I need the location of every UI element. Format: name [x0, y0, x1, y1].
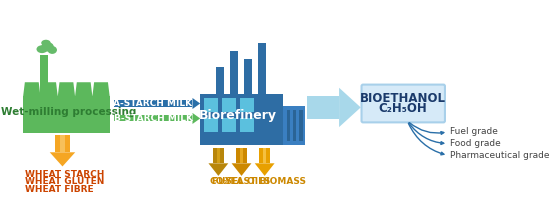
- Ellipse shape: [41, 40, 51, 46]
- Polygon shape: [192, 98, 200, 109]
- Bar: [204, 98, 218, 112]
- Bar: [60, 135, 65, 152]
- Text: Biorefinery: Biorefinery: [199, 109, 277, 122]
- Bar: [204, 118, 218, 132]
- Bar: [56, 135, 60, 152]
- Bar: [240, 148, 243, 163]
- Bar: [240, 98, 255, 112]
- Text: WHEAT GLUTEN: WHEAT GLUTEN: [25, 177, 104, 186]
- Bar: [65, 135, 69, 152]
- Bar: [200, 94, 283, 145]
- Bar: [259, 148, 263, 163]
- Bar: [114, 115, 192, 121]
- Bar: [222, 98, 236, 112]
- Bar: [263, 148, 267, 163]
- Bar: [240, 118, 255, 132]
- Text: Food grade: Food grade: [450, 139, 501, 148]
- Bar: [307, 96, 339, 119]
- Bar: [230, 51, 238, 94]
- Text: CO₂: CO₂: [209, 177, 228, 186]
- Polygon shape: [192, 113, 200, 124]
- Polygon shape: [23, 82, 109, 96]
- Ellipse shape: [47, 46, 57, 54]
- Bar: [23, 96, 109, 133]
- Bar: [283, 106, 305, 145]
- Ellipse shape: [36, 45, 47, 53]
- Polygon shape: [208, 163, 228, 176]
- Bar: [220, 148, 224, 163]
- Bar: [299, 110, 303, 141]
- Text: B-STARCH MILK: B-STARCH MILK: [113, 114, 192, 123]
- Bar: [114, 100, 192, 107]
- Text: A-STARCH MILK: A-STARCH MILK: [113, 99, 192, 108]
- Bar: [217, 148, 220, 163]
- Bar: [243, 148, 247, 163]
- Bar: [236, 148, 240, 163]
- Polygon shape: [50, 152, 75, 167]
- Bar: [287, 110, 290, 141]
- Polygon shape: [255, 163, 274, 176]
- Bar: [258, 43, 266, 94]
- Text: YEAST BIOMASS: YEAST BIOMASS: [224, 177, 306, 186]
- Bar: [213, 148, 217, 163]
- Polygon shape: [339, 88, 361, 127]
- Text: Pharmaceutical grade: Pharmaceutical grade: [450, 151, 550, 160]
- Bar: [222, 118, 236, 132]
- Text: Fuel grade: Fuel grade: [450, 127, 498, 136]
- Text: WHEAT STARCH: WHEAT STARCH: [25, 170, 104, 179]
- Text: Wet-milling processing: Wet-milling processing: [1, 107, 136, 117]
- Bar: [293, 110, 296, 141]
- Text: WHEAT FIBRE: WHEAT FIBRE: [25, 185, 94, 194]
- Text: FUSEL OILS: FUSEL OILS: [212, 177, 271, 186]
- Bar: [216, 66, 224, 94]
- Bar: [244, 59, 252, 94]
- Bar: [267, 148, 270, 163]
- Text: BIOETHANOL: BIOETHANOL: [360, 92, 446, 105]
- Polygon shape: [232, 163, 251, 176]
- Bar: [41, 56, 48, 96]
- FancyBboxPatch shape: [361, 85, 445, 122]
- Text: C₂H₅OH: C₂H₅OH: [379, 102, 427, 115]
- Ellipse shape: [41, 42, 54, 51]
